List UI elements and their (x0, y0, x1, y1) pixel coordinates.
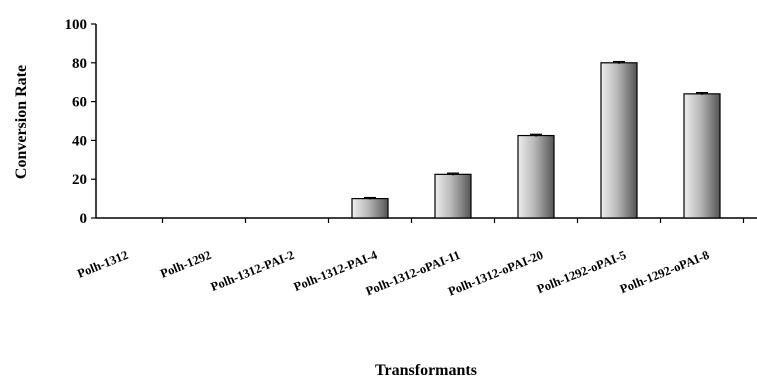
bar (600, 62, 638, 219)
y-tick-label: 0 (80, 211, 88, 227)
bar (517, 134, 555, 219)
y-tick-label: 100 (65, 17, 88, 33)
x-category-label: Polh-1312 (75, 248, 130, 281)
x-category-label: Polh-1292-oPAI-8 (618, 248, 711, 297)
bar (434, 173, 472, 219)
x-category-label: Polh-1312-oPAI-20 (446, 248, 545, 299)
x-axis-title: Transformants (375, 362, 477, 379)
bar (683, 93, 721, 219)
y-axis-title: Conversion Rate (13, 65, 30, 179)
y-tick-label: 80 (72, 56, 87, 72)
bar (351, 198, 389, 219)
y-tick-label: 60 (72, 95, 87, 111)
x-category-label: Polh-1312-PAI-2 (209, 248, 296, 294)
x-category-label: Polh-1292-oPAI-5 (535, 248, 628, 297)
y-tick-label: 20 (72, 172, 87, 188)
x-category-label: Polh-1292 (158, 248, 213, 281)
y-tick-label: 40 (72, 133, 87, 149)
